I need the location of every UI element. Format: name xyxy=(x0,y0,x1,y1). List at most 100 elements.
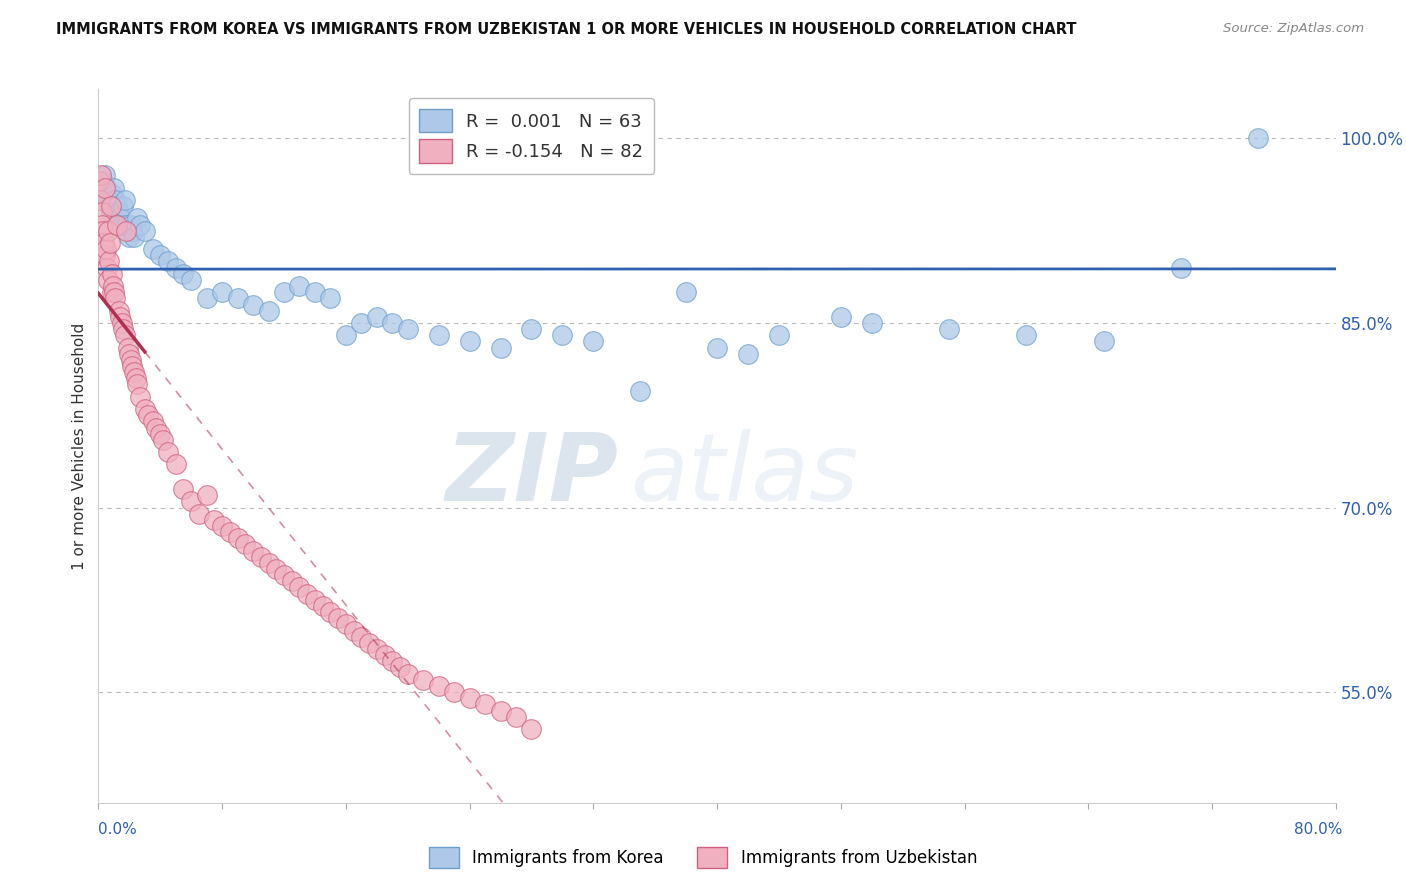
Point xyxy=(134,402,156,417)
Point xyxy=(319,291,342,305)
Point xyxy=(350,630,373,644)
Point xyxy=(359,636,381,650)
Point xyxy=(142,414,165,428)
Point xyxy=(242,543,264,558)
Point xyxy=(115,224,138,238)
Point xyxy=(98,235,121,250)
Point xyxy=(381,316,404,330)
Point xyxy=(257,556,280,570)
Point xyxy=(266,562,288,576)
Point xyxy=(118,347,141,361)
Point xyxy=(1092,334,1115,349)
Point xyxy=(127,211,149,226)
Point xyxy=(149,426,172,441)
Point xyxy=(273,285,295,300)
Point xyxy=(235,537,257,551)
Point xyxy=(335,617,357,632)
Point xyxy=(860,316,883,330)
Point xyxy=(396,666,419,681)
Point xyxy=(1247,131,1270,145)
Point xyxy=(100,205,122,219)
Point xyxy=(103,180,125,194)
Y-axis label: 1 or more Vehicles in Household: 1 or more Vehicles in Household xyxy=(72,322,87,570)
Point xyxy=(474,698,496,712)
Point xyxy=(136,409,159,423)
Point xyxy=(381,654,404,668)
Point xyxy=(304,592,326,607)
Point xyxy=(117,341,139,355)
Point xyxy=(250,549,273,564)
Point xyxy=(297,587,319,601)
Point xyxy=(173,482,195,496)
Point xyxy=(97,224,120,238)
Point xyxy=(105,218,128,232)
Point xyxy=(520,322,543,336)
Point xyxy=(219,525,242,540)
Point xyxy=(112,322,135,336)
Point xyxy=(242,297,264,311)
Point xyxy=(304,285,326,300)
Point xyxy=(350,316,373,330)
Point xyxy=(366,642,388,657)
Point xyxy=(90,186,112,201)
Point xyxy=(675,285,697,300)
Point xyxy=(489,704,512,718)
Point xyxy=(134,224,156,238)
Legend: Immigrants from Korea, Immigrants from Uzbekistan: Immigrants from Korea, Immigrants from U… xyxy=(422,840,984,875)
Point xyxy=(111,218,134,232)
Legend: R =  0.001   N = 63, R = -0.154   N = 82: R = 0.001 N = 63, R = -0.154 N = 82 xyxy=(409,98,654,174)
Point xyxy=(120,352,142,367)
Point xyxy=(114,328,136,343)
Point xyxy=(100,199,122,213)
Point xyxy=(396,322,419,336)
Point xyxy=(108,310,131,324)
Point xyxy=(120,218,142,232)
Point xyxy=(312,599,335,613)
Point xyxy=(288,279,311,293)
Point xyxy=(188,507,211,521)
Point xyxy=(152,433,174,447)
Point xyxy=(1170,260,1192,275)
Point xyxy=(91,218,114,232)
Point xyxy=(343,624,366,638)
Point xyxy=(1015,328,1038,343)
Point xyxy=(427,328,450,343)
Point xyxy=(180,494,202,508)
Point xyxy=(830,310,852,324)
Point xyxy=(108,211,131,226)
Point xyxy=(111,316,134,330)
Point xyxy=(121,224,143,238)
Point xyxy=(104,193,127,207)
Point xyxy=(226,531,249,545)
Point xyxy=(96,180,118,194)
Point xyxy=(737,347,759,361)
Text: ZIP: ZIP xyxy=(446,428,619,521)
Point xyxy=(768,328,790,343)
Point xyxy=(112,199,135,213)
Point xyxy=(335,328,357,343)
Point xyxy=(427,679,450,693)
Point xyxy=(100,285,122,300)
Point xyxy=(129,218,152,232)
Point xyxy=(89,174,111,188)
Point xyxy=(149,248,172,262)
Point xyxy=(288,581,311,595)
Point xyxy=(281,574,304,589)
Point xyxy=(226,291,249,305)
Point xyxy=(98,254,121,268)
Point xyxy=(319,605,342,619)
Point xyxy=(117,224,139,238)
Point xyxy=(938,322,960,336)
Point xyxy=(145,420,167,434)
Point xyxy=(165,458,187,472)
Point xyxy=(89,193,111,207)
Point xyxy=(97,273,120,287)
Point xyxy=(96,260,118,275)
Point xyxy=(505,709,527,723)
Point xyxy=(443,685,465,699)
Point xyxy=(121,359,143,373)
Point xyxy=(374,648,396,662)
Point xyxy=(180,273,202,287)
Point xyxy=(96,242,118,256)
Point xyxy=(91,224,114,238)
